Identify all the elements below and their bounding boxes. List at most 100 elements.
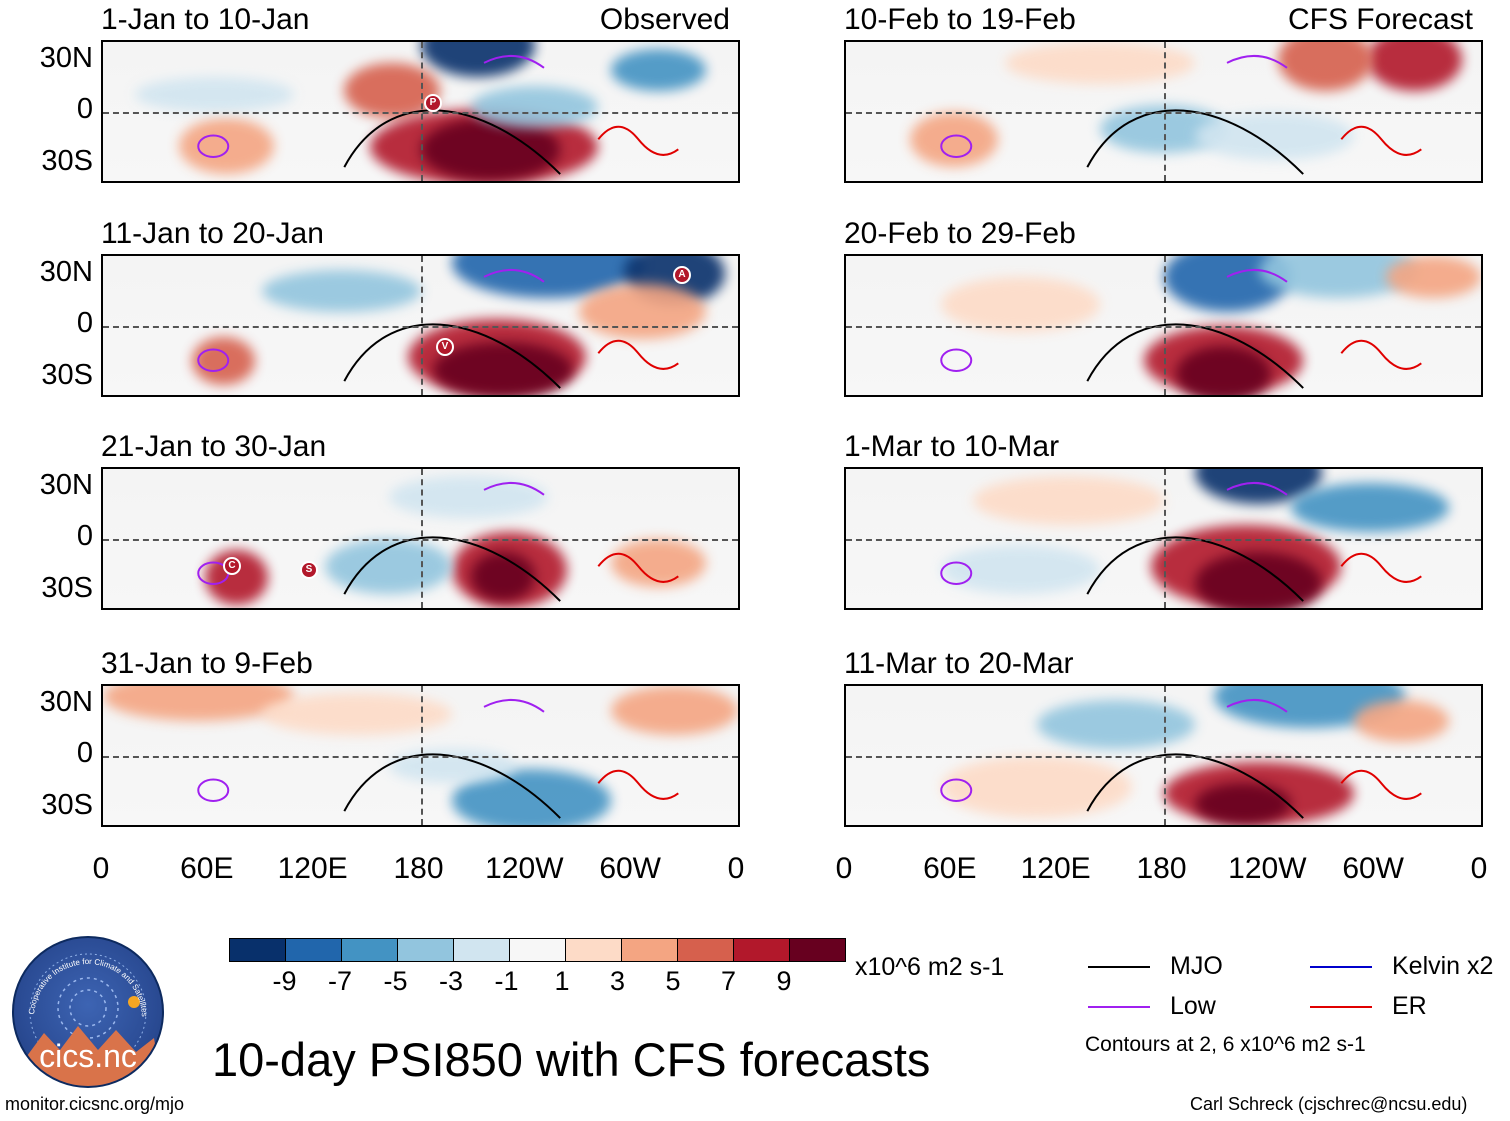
lon-label: 0 — [92, 852, 110, 885]
anomaly-region — [1036, 699, 1196, 749]
contour-line — [343, 323, 561, 389]
panel-title-left-4: 31-Jan to 9-Feb — [101, 647, 313, 680]
anomaly-region — [134, 76, 294, 112]
colorbar-tick-label: -1 — [494, 966, 519, 996]
storm-marker-p: P — [424, 94, 442, 112]
contour-line — [597, 339, 679, 370]
contours-left-1 — [197, 54, 679, 175]
dateline — [1163, 42, 1166, 181]
anomaly-region — [191, 336, 256, 386]
svg-text:Cooperative Institute for Clim: Cooperative Institute for Climate and Sa… — [27, 957, 149, 1017]
lon-label: 180 — [1136, 852, 1187, 885]
anomaly-region — [941, 545, 1100, 595]
anomaly-region — [1195, 783, 1291, 825]
anomaly-region — [973, 475, 1164, 525]
colorbar-swatch — [566, 939, 622, 961]
lon-label: 0 — [1470, 852, 1488, 885]
dateline — [420, 686, 423, 825]
map-panel-right-4 — [844, 684, 1483, 827]
anomaly-region — [941, 276, 1100, 333]
contour-line — [197, 348, 230, 372]
contour-line — [1086, 753, 1304, 819]
anomaly-region — [1176, 346, 1272, 395]
contour-line — [1226, 268, 1288, 283]
lat-label: 30N — [39, 469, 93, 501]
lon-label: 0 — [835, 852, 853, 885]
colorbar-tick-label: 7 — [720, 966, 737, 996]
lat-label: 0 — [76, 307, 93, 339]
panel-title-right-3: 1-Mar to 10-Mar — [844, 430, 1060, 463]
logo-graphic: Cooperative Institute for Climate and Sa… — [14, 953, 162, 1086]
panel-title-right-2: 20-Feb to 29-Feb — [844, 217, 1076, 250]
anomaly-region — [179, 118, 275, 175]
lon-label: 120W — [1228, 852, 1307, 885]
contour-line — [197, 778, 230, 802]
colorbar-tick-label: 9 — [776, 966, 792, 996]
anomaly-region — [1366, 42, 1462, 91]
anomaly-region — [1290, 482, 1450, 532]
colorbar-swatch — [678, 939, 734, 961]
lon-label: 60E — [180, 852, 234, 885]
map-panel-right-1 — [844, 40, 1483, 183]
contour-line — [597, 769, 679, 800]
contours-left-2 — [197, 268, 679, 389]
anomaly-region — [471, 86, 599, 129]
anomaly-region — [579, 283, 707, 340]
contour-line — [483, 268, 545, 283]
contour-line — [1226, 54, 1288, 69]
contour-line — [940, 348, 973, 372]
logo-text: cics.nc — [39, 1038, 137, 1074]
contour-line — [940, 778, 973, 802]
anomaly-region — [261, 269, 421, 312]
legend-low: Low — [1088, 992, 1216, 1021]
anomaly-region — [1385, 256, 1481, 298]
contours-right-2 — [940, 268, 1422, 389]
lat-label: 30N — [39, 42, 93, 74]
anomaly-region — [1277, 42, 1374, 91]
footer-url-link[interactable]: monitor.cicsnc.org/mjo — [5, 1094, 185, 1114]
contour-line — [197, 134, 230, 158]
storm-marker-c: C — [223, 557, 241, 575]
contour-line — [597, 125, 679, 156]
contour-note: Contours at 2, 6 x10^6 m2 s-1 — [1085, 1033, 1366, 1056]
contour-line — [343, 109, 561, 175]
lon-label: 60E — [923, 852, 977, 885]
colorbar-swatch — [398, 939, 454, 961]
colorbar-tick-label: -3 — [438, 966, 463, 996]
storm-marker-v: V — [436, 338, 454, 356]
panel-title-left-1: 1-Jan to 10-Jan — [101, 3, 310, 36]
lat-label: 0 — [76, 737, 93, 769]
anomaly-region — [611, 686, 738, 735]
dateline — [420, 256, 423, 395]
map-panel-left-1 — [101, 40, 740, 183]
footer-credit: Carl Schreck (cjschrec@ncsu.edu) — [1190, 1094, 1468, 1114]
map-panel-left-2 — [101, 254, 740, 397]
anomaly-region — [433, 342, 573, 395]
panel-title-right-4: 11-Mar to 20-Mar — [844, 647, 1074, 680]
lon-label: 60W — [599, 852, 661, 885]
colorbar-swatch — [622, 939, 678, 961]
contour-line — [1086, 323, 1304, 389]
anomaly-region — [1354, 699, 1450, 742]
colorbar-swatch — [734, 939, 790, 961]
legend-kelvin: Kelvin x2 — [1310, 952, 1493, 981]
colorbar-tick-label: -5 — [383, 966, 408, 996]
legend-er: ER — [1310, 992, 1427, 1021]
anomaly-region — [344, 62, 440, 119]
lon-label: 60W — [1342, 852, 1404, 885]
map-panel-left-3 — [101, 467, 740, 610]
contour-line — [1086, 536, 1304, 602]
colorbar-tick-label: -7 — [327, 966, 352, 996]
lon-label: 120E — [277, 852, 348, 885]
colorbar-tick-label: 1 — [554, 966, 570, 996]
colorbar-swatch — [454, 939, 510, 961]
contour-line — [343, 753, 561, 819]
contour-line — [1340, 339, 1422, 370]
contour-line — [1226, 481, 1288, 496]
colorbar — [229, 938, 846, 962]
contour-line — [483, 481, 545, 496]
storm-marker-a: A — [673, 266, 691, 284]
colorbar-swatch — [510, 939, 566, 961]
lon-label: 0 — [727, 852, 745, 885]
contour-line — [597, 552, 679, 583]
